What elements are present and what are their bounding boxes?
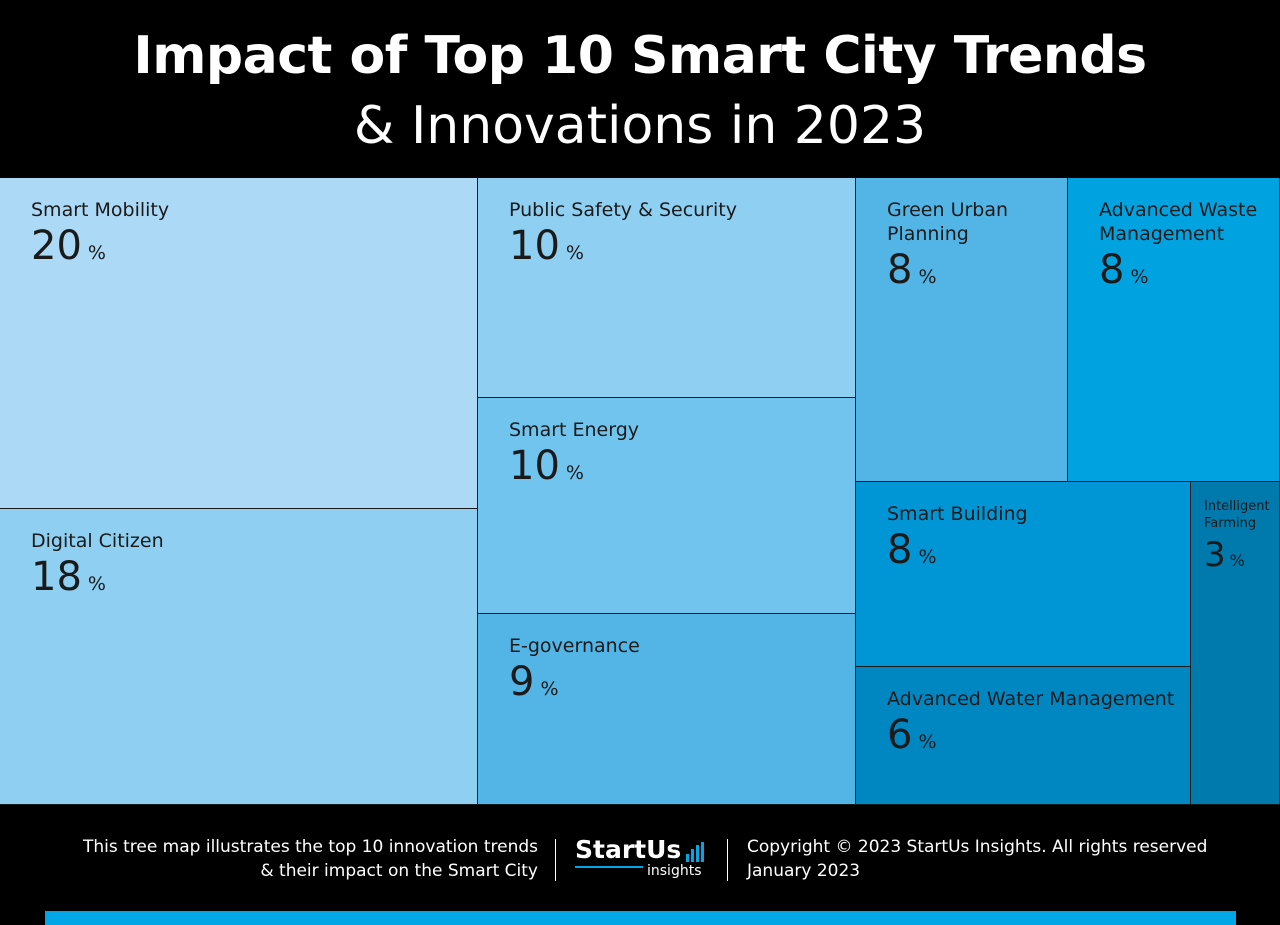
tile-value-unit: % [1130,266,1149,288]
tile-value-e-governance: 9% [509,660,559,711]
tile-value-digital-citizen: 18% [31,555,106,606]
tile-value-unit: % [1229,551,1245,570]
tile-value-unit: % [918,266,937,288]
tile-value-advanced-waste-management: 8% [1099,248,1149,299]
copyright-text: Copyright © 2023 StartUs Insights. All r… [747,837,1208,857]
treemap-tile-smart-building: Smart Building 8% [856,482,1191,667]
treemap-tile-public-safety-and-security: Public Safety & Security 10% [478,178,856,398]
tile-label-advanced-waste-management: Advanced Waste Management [1099,199,1258,245]
footer-copyright-block: Copyright © 2023 StartUs Insights. All r… [747,835,1267,883]
tile-value-smart-energy: 10% [509,444,584,495]
tile-value-green-urban-planning: 8% [887,248,937,299]
tile-label-e-governance: E-governance [509,635,640,657]
tile-label-intelligent-farming: Intelligent Farming [1204,499,1270,531]
logo-subtext: insights [647,863,702,879]
tile-value-number: 10 [509,443,560,489]
treemap-tile-advanced-waste-management: Advanced Waste Management 8% [1068,178,1280,482]
publish-date: January 2023 [747,861,861,881]
logo-wordmark: StartUs [575,835,682,864]
footer: This tree map illustrates the top 10 inn… [0,805,1280,925]
footer-accent-bar [45,911,1236,925]
treemap-tile-smart-mobility: Smart Mobility 20% [0,178,478,509]
chart-subtitle: & Innovations in 2023 [353,96,927,156]
tile-value-number: 3 [1204,535,1226,575]
tile-value-unit: % [87,573,106,595]
treemap: Smart Mobility 20% Digital Citizen 18% Publi… [0,178,1280,805]
tile-value-number: 10 [509,223,560,269]
treemap-tile-advanced-water-management: Advanced Water Management 6% [856,667,1191,805]
tile-value-intelligent-farming: 3% [1204,533,1245,583]
tile-value-unit: % [565,462,584,484]
treemap-tile-digital-citizen: Digital Citizen 18% [0,509,478,805]
footer-description: This tree map illustrates the top 10 inn… [20,835,538,883]
chart-title: Impact of Top 10 Smart City Trends [133,26,1147,86]
tile-value-unit: % [87,242,106,264]
tile-value-number: 8 [887,247,913,293]
tile-value-number: 6 [887,712,913,758]
tile-value-unit: % [565,242,584,264]
tile-label-smart-energy: Smart Energy [509,419,640,441]
tile-label-advanced-water-management: Advanced Water Management [887,688,1175,710]
treemap-tile-intelligent-farming: Intelligent Farming 3% [1191,482,1280,805]
tile-value-number: 8 [1099,247,1125,293]
tile-value-smart-mobility: 20% [31,224,106,275]
footer-description-line2: & their impact on the Smart City [260,861,538,881]
tile-value-unit: % [918,546,937,568]
tile-value-number: 9 [509,659,535,705]
tile-value-unit: % [540,678,559,700]
treemap-tile-e-governance: E-governance 9% [478,614,856,805]
tile-label-smart-mobility: Smart Mobility [31,199,170,221]
treemap-tile-green-urban-planning: Green Urban Planning 8% [856,178,1068,482]
tile-value-public-safety-and-security: 10% [509,224,584,275]
tile-value-smart-building: 8% [887,528,937,579]
tile-value-advanced-water-management: 6% [887,713,937,764]
footer-divider-right [727,839,728,881]
bar-chart-icon [686,842,708,862]
logo-underline [575,866,643,868]
tile-value-number: 20 [31,223,82,269]
tile-value-unit: % [918,731,937,753]
treemap-tile-smart-energy: Smart Energy 10% [478,398,856,614]
tile-label-smart-building: Smart Building [887,503,1028,525]
tile-value-number: 18 [31,554,82,600]
footer-description-line1: This tree map illustrates the top 10 inn… [82,837,538,857]
header: Impact of Top 10 Smart City Trends & Inn… [0,0,1280,178]
tile-label-public-safety-and-security: Public Safety & Security [509,199,737,221]
tile-value-number: 8 [887,527,913,573]
startus-insights-logo: StartUs insights [575,835,715,883]
tile-label-digital-citizen: Digital Citizen [31,530,164,552]
tile-label-green-urban-planning: Green Urban Planning [887,199,1009,245]
footer-divider-left [555,839,556,881]
